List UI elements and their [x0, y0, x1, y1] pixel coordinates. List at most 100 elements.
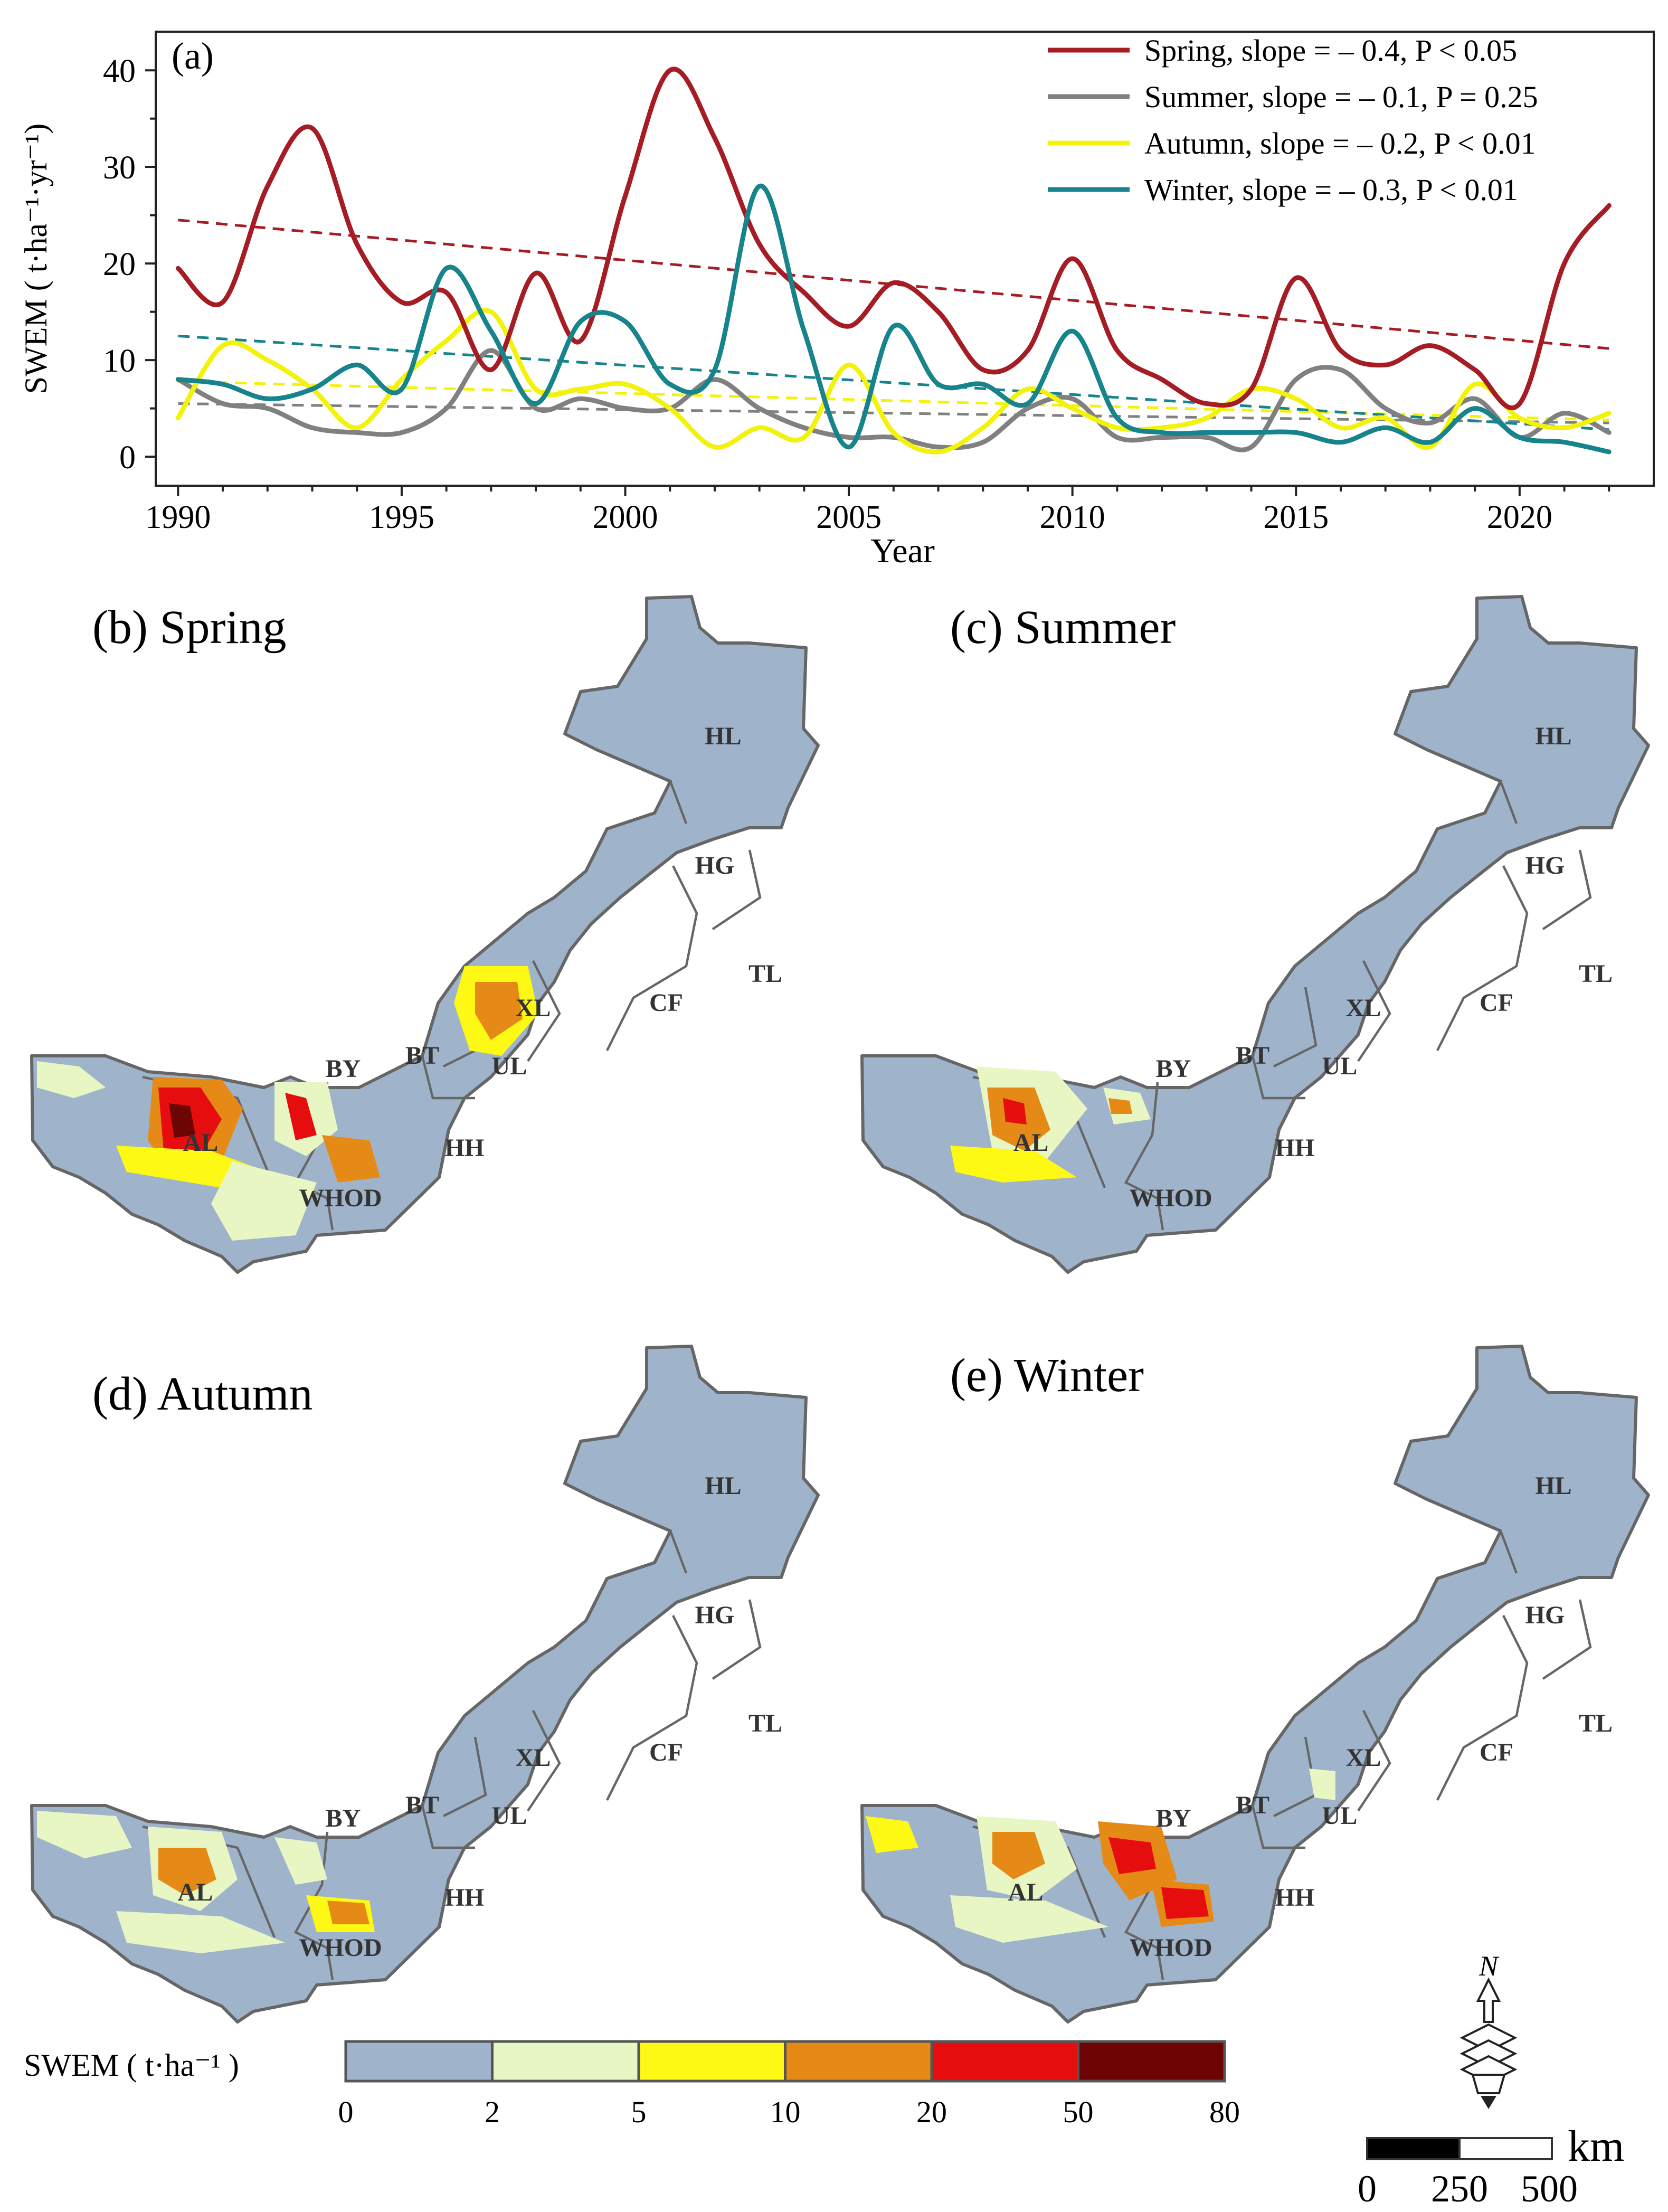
svg-text:AL: AL — [1013, 1129, 1049, 1157]
svg-text:XL: XL — [1346, 994, 1381, 1022]
series-line-summer — [175, 348, 1612, 452]
color-legend-title: SWEM ( t·ha⁻¹ ) — [24, 2048, 239, 2083]
x-tick-label: 1995 — [369, 499, 434, 535]
svg-text:XL: XL — [516, 994, 551, 1022]
svg-text:UL: UL — [492, 1802, 527, 1830]
map-panel-winter: (e) Winter HL HG TL CF XL UL BT HH BY AL… — [862, 1346, 1648, 2022]
svg-text:HH: HH — [445, 1884, 485, 1912]
y-tick-label: 0 — [119, 440, 136, 476]
svg-text:TL: TL — [748, 960, 782, 988]
svg-text:HG: HG — [695, 1601, 735, 1629]
trend-line-spring — [178, 219, 1609, 350]
svg-text:UL: UL — [1322, 1052, 1358, 1080]
svg-text:XL: XL — [1346, 1744, 1381, 1772]
legend-tick-label: 80 — [1209, 2095, 1240, 2129]
series-line-spring — [175, 67, 1612, 411]
x-tick-label: 2015 — [1263, 499, 1329, 535]
legend-ticks: 0 2 5 10 20 50 80 — [338, 2095, 1240, 2129]
svg-text:BT: BT — [1236, 1791, 1269, 1819]
legend-swatch-2-5 — [491, 2040, 640, 2083]
trend-line-summer — [178, 402, 1609, 424]
svg-text:WHOD: WHOD — [1129, 1184, 1212, 1212]
svg-text:HL: HL — [1535, 722, 1571, 750]
x-tick-label: 2000 — [593, 499, 658, 535]
y-tick-label: 30 — [103, 150, 136, 186]
svg-text:BY: BY — [326, 1804, 361, 1832]
legend-tick-label: 5 — [631, 2095, 647, 2129]
region-labels-autumn: HL HG TL CF XL UL BT HH BY AL WHOD — [178, 1472, 782, 1962]
svg-text:UL: UL — [492, 1052, 527, 1080]
svg-text:HL: HL — [705, 1472, 741, 1500]
swem-hotspots-autumn — [37, 1811, 375, 1953]
swem-hotspots-winter — [866, 1769, 1335, 1943]
map-title-spring: (b) Spring — [92, 601, 286, 654]
legend-swatches — [344, 2040, 1226, 2083]
series-line-winter — [175, 184, 1612, 455]
svg-text:BY: BY — [1156, 1804, 1191, 1832]
svg-text:XL: XL — [516, 1744, 551, 1772]
svg-text:CF: CF — [649, 989, 683, 1017]
legend-tick-label: 2 — [485, 2095, 500, 2129]
legend-swatch-10-20 — [784, 2040, 933, 2083]
svg-text:BY: BY — [326, 1055, 361, 1083]
plot-frame — [155, 31, 1655, 487]
y-tick-label: 10 — [103, 343, 136, 379]
svg-text:TL: TL — [1579, 1709, 1613, 1737]
svg-text:AL: AL — [178, 1878, 213, 1906]
line-chart: (a) 1990 1995 2000 2005 2010 2015 2020 0 10 20 30… — [18, 31, 1655, 570]
svg-text:HG: HG — [695, 852, 735, 880]
color-legend: SWEM ( t·ha⁻¹ ) 0 2 5 10 20 50 80 — [24, 2040, 1240, 2129]
legend-label-autumn: Autumn, slope = – 0.2, P < 0.01 — [1144, 126, 1536, 160]
x-tick-label: 1990 — [145, 499, 211, 535]
y-tick-label: 20 — [103, 247, 136, 282]
x-tick-label: 2010 — [1040, 499, 1105, 535]
svg-text:CF: CF — [649, 1738, 683, 1766]
legend-label-winter: Winter, slope = – 0.3, P < 0.01 — [1144, 173, 1518, 207]
scale-tick-0: 0 — [1358, 2168, 1377, 2210]
legend-tick-label: 10 — [770, 2095, 801, 2129]
svg-text:HL: HL — [705, 722, 741, 750]
map-title-autumn: (d) Autumn — [92, 1368, 312, 1420]
legend-tick-label: 20 — [916, 2095, 947, 2129]
legend-tick-label: 0 — [338, 2095, 354, 2129]
svg-text:HH: HH — [445, 1134, 485, 1162]
svg-text:BY: BY — [1156, 1055, 1191, 1083]
map-title-winter: (e) Winter — [950, 1349, 1144, 1402]
legend-swatch-5-10 — [637, 2040, 786, 2083]
svg-text:UL: UL — [1322, 1802, 1358, 1830]
svg-text:CF: CF — [1480, 989, 1513, 1017]
series-lines — [175, 67, 1612, 455]
legend-swatch-20-50 — [930, 2040, 1079, 2083]
map-title-summer: (c) Summer — [950, 601, 1176, 654]
scale-bar: km 0 250 500 — [1358, 2122, 1624, 2210]
north-label: N — [1479, 1950, 1500, 1982]
svg-text:WHOD: WHOD — [299, 1184, 382, 1212]
swem-hotspots-summer — [950, 1066, 1151, 1183]
legend-swatch-50-80 — [1077, 2040, 1226, 2083]
y-axis: 0 10 20 30 40 — [103, 53, 156, 476]
svg-text:WHOD: WHOD — [299, 1934, 382, 1962]
svg-text:TL: TL — [1579, 960, 1613, 988]
svg-text:CF: CF — [1480, 1738, 1513, 1766]
x-axis-title: Year — [870, 532, 935, 570]
svg-text:BT: BT — [405, 1791, 439, 1819]
panel-label-a: (a) — [172, 35, 214, 77]
scale-tick-250: 250 — [1431, 2168, 1488, 2210]
svg-text:TL: TL — [748, 1709, 782, 1737]
region-labels-summer: HL HG TL CF XL UL BT HH BY AL WHOD — [1013, 722, 1613, 1212]
x-tick-label: 2005 — [816, 499, 882, 535]
map-panel-spring: (b) Spring HL HG TL CF XL UL BT HH BY AL — [32, 597, 818, 1272]
map-panel-autumn: (d) Autumn HL HG TL CF XL UL BT HH BY AL… — [32, 1346, 818, 2022]
svg-text:HL: HL — [1535, 1472, 1571, 1500]
scale-tick-500: 500 — [1521, 2168, 1578, 2210]
svg-text:BT: BT — [405, 1042, 439, 1070]
legend-swatch-0-2 — [344, 2040, 494, 2083]
swem-hotspots-spring — [37, 966, 538, 1241]
svg-text:HH: HH — [1275, 1884, 1315, 1912]
scale-unit: km — [1568, 2122, 1624, 2171]
svg-text:HG: HG — [1525, 852, 1565, 880]
region-labels-winter: HL HG TL CF XL UL BT HH BY AL WHOD — [1008, 1472, 1613, 1962]
legend-label-summer: Summer, slope = – 0.1, P = 0.25 — [1144, 80, 1538, 114]
trend-line-autumn — [178, 380, 1609, 422]
